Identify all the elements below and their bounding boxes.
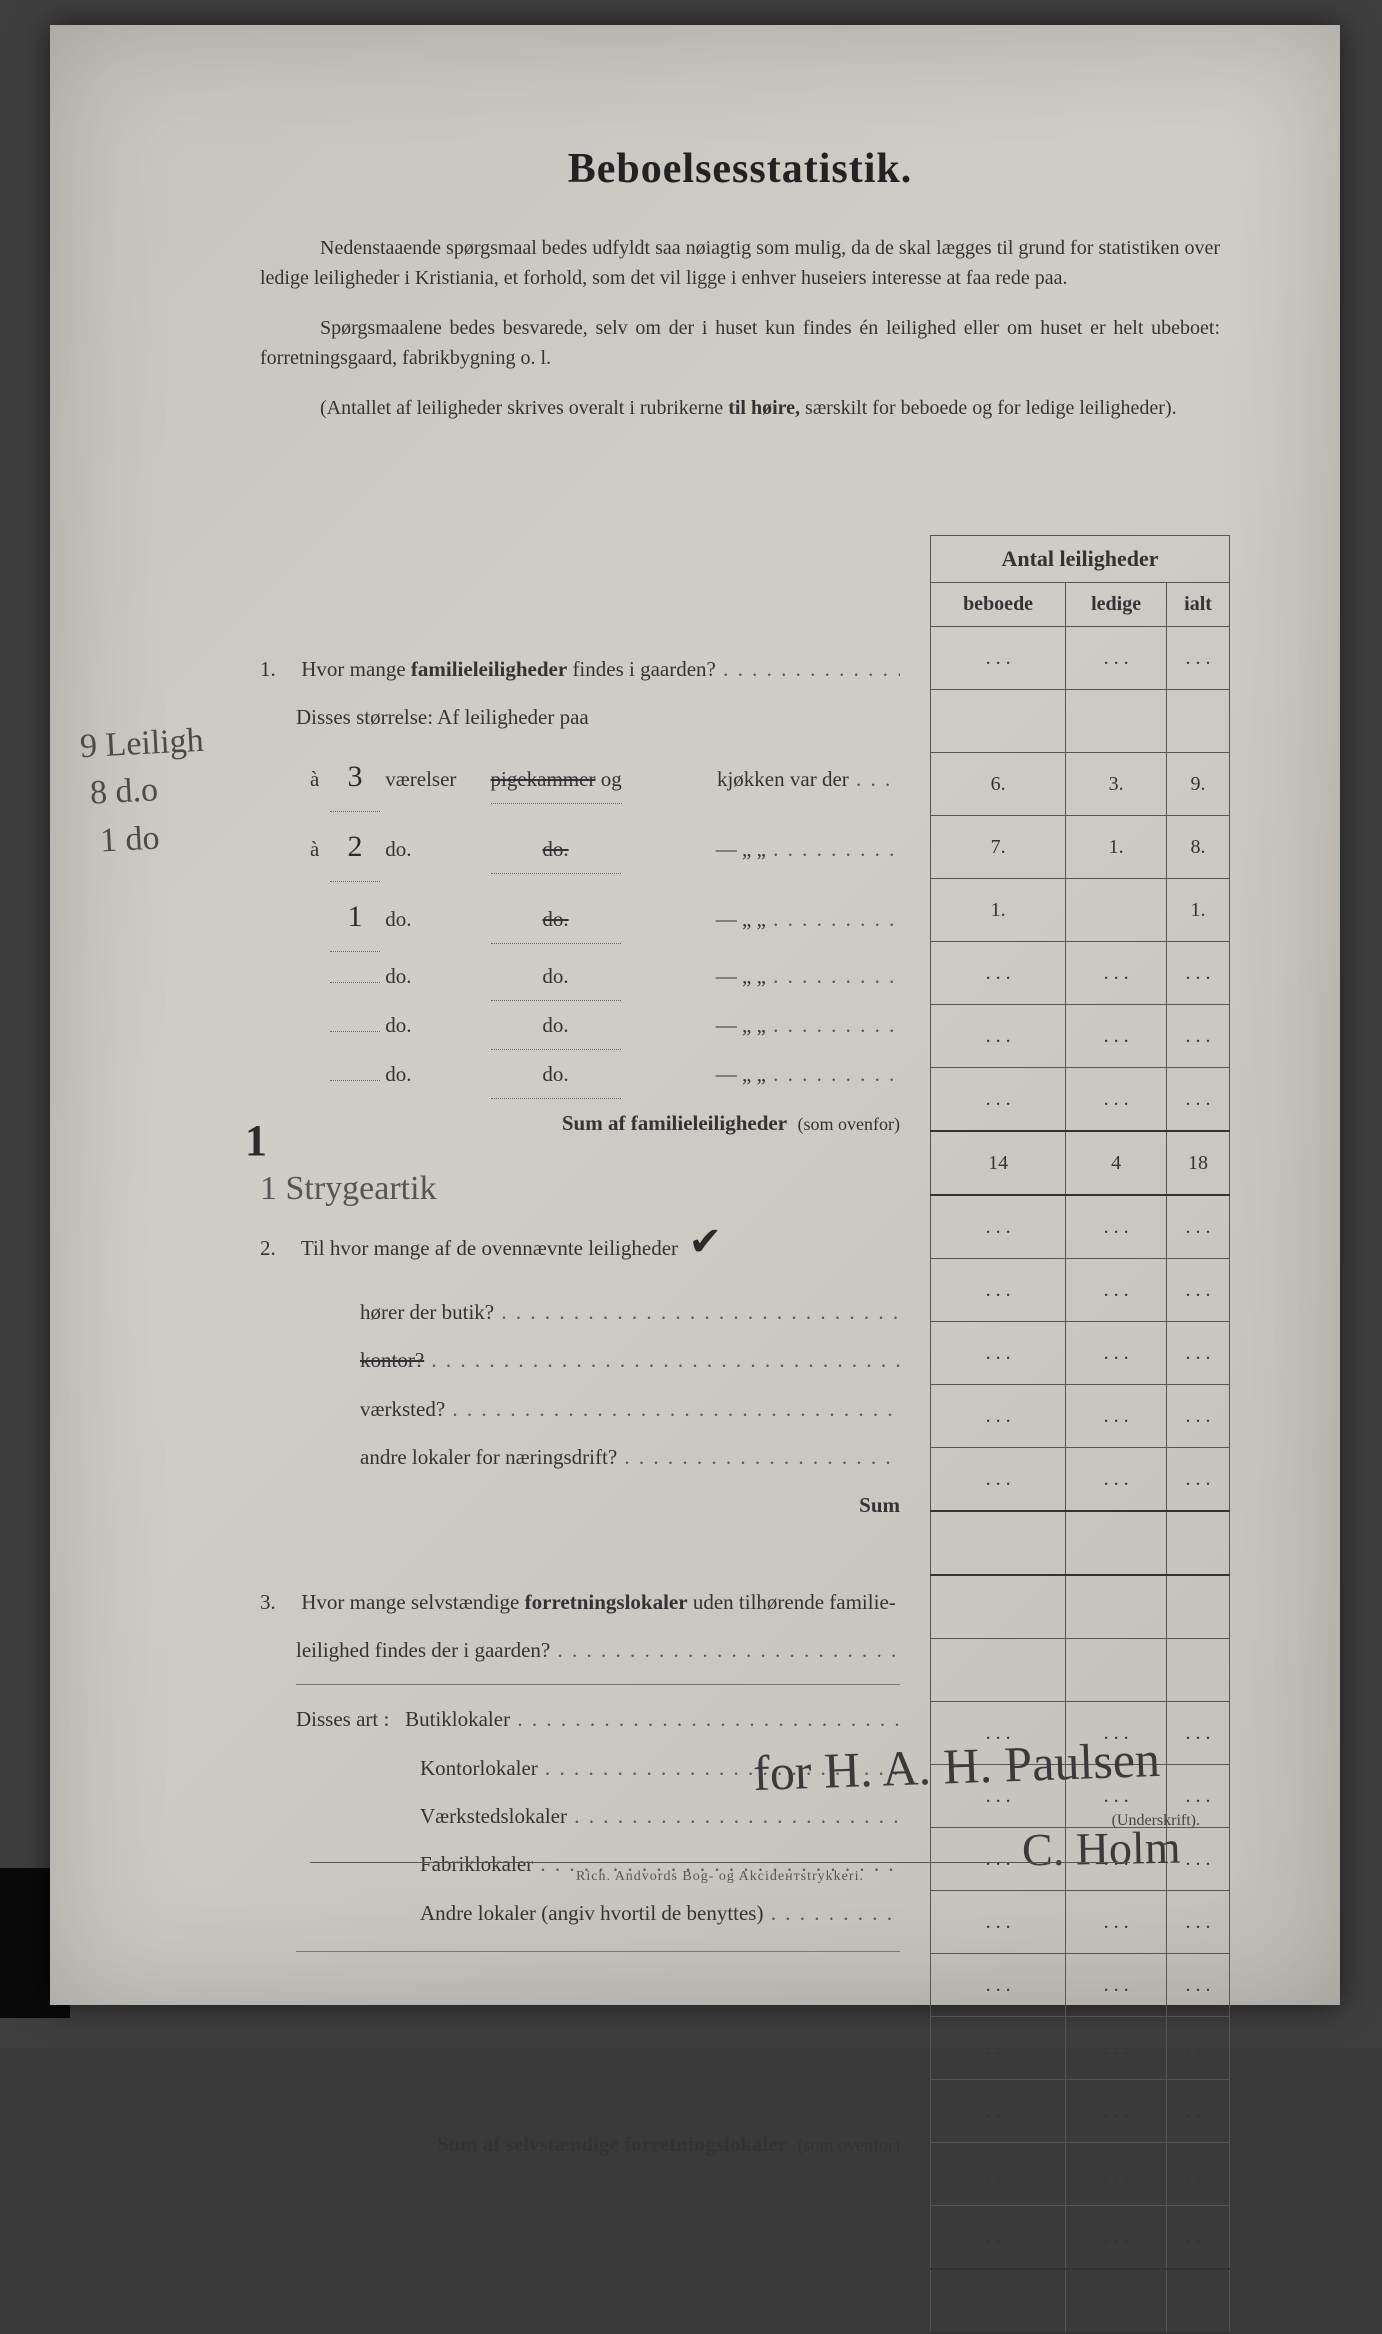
r2-beboede: 7. [931, 816, 1066, 879]
underskrift-label: (Underskrift). [1112, 1812, 1200, 1830]
intro-p3b: til høire, [728, 397, 800, 419]
q1-bold: familieleiligheder [411, 657, 567, 681]
q3-sum-label: Sum af selvstændige forretningslokaler [437, 2132, 787, 2156]
q2-line: 2. Til hvor mange af de ovennævnte leili… [260, 1196, 900, 1288]
intro-p2-text: Spørgsmaalene bedes besvarede, selv om d… [260, 317, 1220, 369]
r2-ialt: 8. [1167, 816, 1230, 879]
q3-l1a: Hvor mange selvstændige [301, 1590, 524, 1614]
q3-item: Andre lokaler (angiv hvortil de benyttes… [420, 1889, 900, 1937]
q2-subline: andre lokaler for næringsdrift? [360, 1433, 900, 1481]
q3-sub: Disses art : Butiklokaler [260, 1695, 900, 1743]
content-area: Beboelsesstatistik. Nedenstaaende spørgs… [260, 145, 1220, 443]
col-ialt: ialt [1167, 583, 1230, 627]
printer-credit: Rich. Andvords Bog- og Akcidентstrykkeri… [310, 1862, 1130, 1885]
margin-handwriting: 1 do [99, 819, 160, 860]
q1-room-row: do. do. — „ „ [260, 1050, 900, 1099]
col-beboede: beboede [931, 583, 1066, 627]
q2-sum-label: Sum [859, 1493, 900, 1517]
q1-text2: findes i gaarden? [567, 657, 716, 681]
q2-subline: værksted? [360, 1385, 900, 1433]
sum-beboede: 14 [931, 1131, 1066, 1195]
q3-l2: leilighed findes der i gaarden? [296, 1638, 550, 1662]
count-table-header: Antal leiligheder [931, 536, 1230, 583]
margin-handwriting: 9 Leiligh [79, 722, 205, 766]
q1-room-row: à2 do. do. — „ „ [260, 812, 900, 882]
r1-ledige: 3. [1066, 753, 1167, 816]
q2-num: 2. [260, 1224, 296, 1272]
q3-line2: leilighed findes der i gaarden? [260, 1626, 900, 1674]
q1-room-row: do. do. — „ „ [260, 952, 900, 1001]
q1-sum-note: (som ovenfor) [798, 1114, 900, 1134]
q1-room-row: do. do. — „ „ [260, 1001, 900, 1050]
q3-sum-line: Sum af selvstændige forretningslokaler (… [260, 2120, 900, 2168]
q1-sub: Disses størrelse: Af leiligheder paa [260, 693, 900, 741]
q1-sum-line: Sum af familieleiligheder (som ovenfor) [260, 1099, 900, 1147]
count-table: Antal leiligheder beboede ledige ialt . … [930, 535, 1230, 2334]
q3-sub-label: Disses art : [296, 1707, 389, 1731]
sum-ialt: 18 [1167, 1131, 1230, 1195]
page-title: Beboelsesstatistik. [260, 145, 1220, 193]
r3-ledige [1066, 879, 1167, 942]
q2-subline: hører der butik? [360, 1288, 900, 1336]
intro-p2: Spørgsmaalene bedes besvarede, selv om d… [260, 313, 1220, 373]
intro-p3: (Antallet af leiligheder skrives overalt… [260, 393, 1220, 423]
q1-text1: Hvor mange [301, 657, 411, 681]
r1-ialt: 9. [1167, 753, 1230, 816]
r3-beboede: 1. [931, 879, 1066, 942]
q2-lines: hører der butik?kontor?værksted?andre lo… [260, 1288, 900, 1481]
r2-ledige: 1. [1066, 816, 1167, 879]
q1-room-row: 1 do. do. — „ „ [260, 882, 900, 952]
questions-body: 1. Hvor mange familieleiligheder findes … [260, 645, 900, 2168]
q2-strike-word: 1 Strygeartik [260, 1170, 437, 1208]
document-page: Beboelsesstatistik. Nedenstaaende spørgs… [50, 25, 1340, 2005]
r1-beboede: 6. [931, 753, 1066, 816]
intro-p1-text: Nedenstaaende spørgsmaal bedes udfyldt s… [260, 237, 1220, 289]
sum-ledige: 4 [1066, 1131, 1167, 1195]
intro-p3c: særskilt for beboede og for ledige leili… [800, 397, 1177, 419]
q2-sum: Sum [260, 1481, 900, 1529]
intro-paragraphs: Nedenstaaende spørgsmaal bedes udfyldt s… [260, 233, 1220, 423]
r3-ialt: 1. [1167, 879, 1230, 942]
q3-line1: 3. Hvor mange selvstændige forretningslo… [260, 1578, 900, 1626]
scan-frame: Beboelsesstatistik. Nedenstaaende spørgs… [0, 0, 1382, 2048]
q2-subline: kontor? [360, 1336, 900, 1384]
intro-p3a: (Antallet af leiligheder skrives overalt… [320, 397, 728, 419]
col-ledige: ledige [1066, 583, 1167, 627]
q1-line: 1. Hvor mange familieleiligheder findes … [260, 645, 900, 693]
q1-num: 1. [260, 645, 296, 693]
q3-l1c: uden tilhørende familie- [688, 1590, 896, 1614]
q2-text: Til hvor mange af de ovennævnte leilighe… [301, 1236, 678, 1260]
q3-l1b: forretningslokaler [525, 1590, 688, 1614]
margin-handwriting: 8 d.o [89, 771, 159, 813]
q2-checkmark: ✔ [689, 1219, 723, 1264]
q3-sum-note: (som ovenfor) [798, 2135, 900, 2155]
q1-rows: à3 værelser pigekammer og kjøkken var de… [260, 742, 900, 1100]
q3-num: 3. [260, 1578, 296, 1626]
q2-margin-1: 1 [245, 1115, 267, 1166]
intro-p1: Nedenstaaende spørgsmaal bedes udfyldt s… [260, 233, 1220, 293]
q1-room-row: à3 værelser pigekammer og kjøkken var de… [260, 742, 900, 812]
q1-sum-label: Sum af familieleiligheder [562, 1111, 787, 1135]
